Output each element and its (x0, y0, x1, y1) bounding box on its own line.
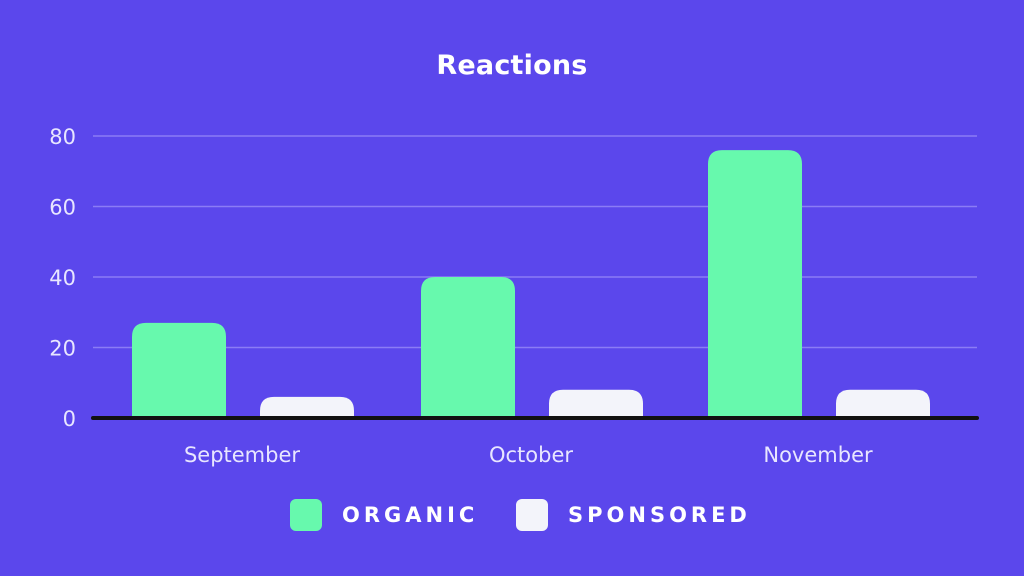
bar-organic-november (708, 150, 802, 418)
legend-item-organic: ORGANIC (290, 498, 478, 532)
x-tick-label: September (184, 443, 300, 467)
legend-swatch-sponsored (516, 499, 548, 531)
legend-label-organic: ORGANIC (342, 503, 479, 527)
legend-label-sponsored: SPONSORED (568, 503, 751, 527)
x-tick-label: November (763, 443, 873, 467)
x-tick-label: October (489, 443, 573, 467)
bar-sponsored-november (836, 389, 930, 418)
y-tick-label: 0 (63, 407, 76, 431)
chart-title: Reactions (436, 50, 588, 81)
legend-item-sponsored: SPONSORED (516, 498, 751, 532)
y-tick-label: 40 (49, 266, 76, 290)
y-tick-label: 60 (49, 196, 76, 220)
y-tick-label: 20 (49, 337, 76, 361)
bar-organic-october (421, 277, 515, 418)
bar-organic-september (132, 322, 226, 418)
bar-sponsored-september (260, 396, 354, 418)
legend-swatch-organic (290, 499, 322, 531)
bar-sponsored-october (549, 389, 643, 418)
legend: ORGANIC SPONSORED (0, 498, 1024, 532)
y-tick-label: 80 (49, 125, 76, 149)
